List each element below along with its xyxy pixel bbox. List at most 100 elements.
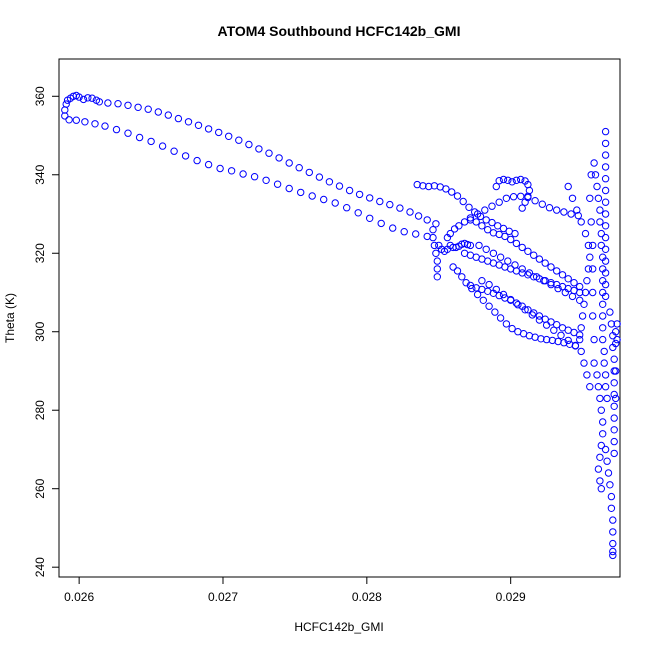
data-point (574, 211, 582, 220)
data-point (453, 267, 462, 275)
data-point (593, 182, 601, 191)
data-point (525, 269, 534, 277)
data-point (518, 265, 526, 273)
data-point (553, 206, 561, 214)
data-point (601, 210, 610, 218)
data-point (612, 328, 620, 336)
data-point (245, 140, 253, 149)
data-point (580, 300, 588, 308)
data-point (433, 273, 441, 281)
data-point (479, 296, 487, 304)
data-point (610, 402, 618, 410)
data-point (597, 406, 605, 414)
data-point (482, 245, 490, 254)
data-point (587, 218, 595, 226)
data-point (601, 127, 610, 136)
data-point (600, 347, 608, 356)
data-point (62, 100, 70, 108)
data-point (478, 277, 486, 285)
data-point (584, 265, 593, 273)
y-tick-label: 240 (33, 557, 47, 577)
data-point (601, 371, 610, 379)
data-point (586, 253, 594, 261)
data-point (484, 226, 492, 234)
data-point (81, 118, 89, 126)
data-point (164, 111, 173, 119)
data-point (419, 182, 427, 190)
data-point (305, 168, 313, 177)
data-point (601, 292, 610, 301)
data-point (558, 271, 567, 279)
data-point (512, 239, 521, 248)
data-point (345, 186, 354, 195)
data-point (537, 335, 545, 343)
data-point (612, 394, 620, 403)
data-point (101, 122, 109, 130)
data-point (610, 437, 618, 446)
data-point (84, 94, 92, 102)
data-point (412, 230, 420, 238)
data-point (481, 206, 489, 214)
data-point (459, 197, 467, 206)
data-point (406, 208, 414, 216)
data-point (455, 222, 463, 230)
data-point (612, 339, 620, 348)
data-point (601, 445, 610, 454)
data-point (610, 426, 618, 434)
y-tick-label: 360 (33, 86, 47, 106)
data-point (589, 241, 597, 250)
data-point (499, 224, 508, 233)
data-point (432, 220, 440, 228)
data-point (512, 299, 521, 307)
data-point (594, 194, 603, 203)
data-point (589, 312, 597, 320)
data-point (492, 285, 500, 294)
data-point (596, 477, 604, 485)
data-point (541, 259, 549, 267)
data-point (235, 136, 243, 144)
data-point (545, 204, 554, 212)
data-point (466, 214, 475, 222)
data-point (507, 295, 515, 304)
y-tick-label: 320 (33, 243, 47, 263)
data-point (227, 167, 236, 175)
data-point (601, 151, 610, 159)
data-point (610, 379, 618, 387)
data-point (576, 335, 584, 344)
data-point (594, 465, 603, 473)
data-point (581, 229, 590, 238)
data-point (577, 347, 585, 356)
data-point (554, 284, 562, 293)
data-point (174, 114, 183, 123)
data-point (473, 290, 482, 299)
data-point (499, 175, 508, 184)
data-point (596, 218, 604, 226)
data-point (613, 335, 621, 344)
data-point (524, 306, 532, 314)
data-point (577, 324, 585, 332)
data-point (583, 277, 591, 285)
x-axis-label: HCFC142b_GMI (294, 620, 383, 634)
data-point (492, 182, 500, 191)
data-point (273, 180, 282, 188)
data-point (265, 149, 273, 157)
data-point (504, 257, 512, 265)
data-point (580, 359, 588, 367)
data-point (308, 192, 316, 200)
y-tick-label: 300 (33, 321, 47, 341)
data-point (599, 335, 607, 344)
data-point (275, 154, 283, 162)
data-point (564, 336, 572, 345)
data-point (576, 331, 584, 339)
data-point (596, 394, 604, 403)
data-point (606, 481, 614, 489)
data-point (540, 277, 548, 285)
data-point (517, 175, 525, 184)
data-point (432, 249, 440, 258)
data-point (295, 164, 303, 172)
data-point (91, 120, 99, 128)
data-point (573, 206, 581, 214)
data-point (433, 257, 441, 265)
data-point (453, 192, 462, 200)
data-point (134, 103, 142, 112)
